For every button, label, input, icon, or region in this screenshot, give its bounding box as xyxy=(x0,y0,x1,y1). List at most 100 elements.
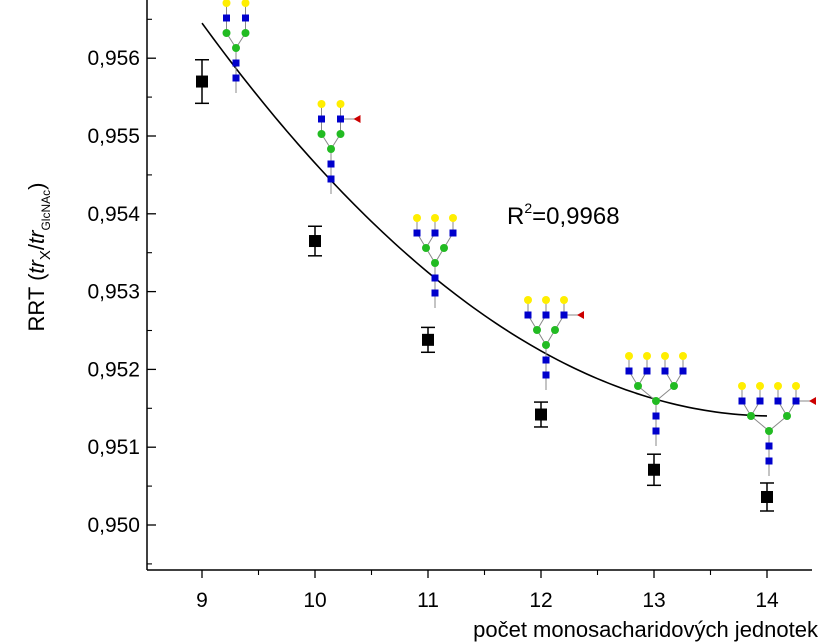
y-axis-title-slash: / xyxy=(24,243,49,250)
galactose-node xyxy=(756,382,764,390)
y-axis-title-sub1: X xyxy=(37,250,54,260)
glcnac-node xyxy=(431,289,439,297)
mannose-node xyxy=(327,145,335,153)
glcnac-node xyxy=(413,229,421,237)
x-tick-label: 10 xyxy=(303,589,326,612)
fit-curve-group xyxy=(201,22,768,417)
glycan-structure xyxy=(625,352,687,446)
glcnac-node xyxy=(232,74,240,82)
galactose-node xyxy=(560,296,568,304)
glycan-structure xyxy=(524,296,584,390)
glcnac-node xyxy=(542,371,550,379)
r-squared-annotation: R2=0,9968 xyxy=(507,200,620,230)
y-tick-label: 0,953 xyxy=(87,281,140,304)
glcnac-node xyxy=(542,311,550,319)
fucose-node xyxy=(577,311,584,319)
mannose-node xyxy=(336,130,345,138)
galactose-node xyxy=(738,382,746,390)
mannose-node xyxy=(634,382,642,390)
x-tick-label: 11 xyxy=(417,589,439,612)
glcnac-node xyxy=(792,397,800,405)
mannose-node xyxy=(533,326,541,334)
galactose-node xyxy=(413,214,421,222)
galactose-node xyxy=(317,100,326,108)
fit-curve xyxy=(201,22,768,417)
glcnac-node xyxy=(652,412,660,420)
mannose-node xyxy=(317,130,326,138)
x-tick-label: 12 xyxy=(529,589,552,612)
glcnac-node xyxy=(337,115,344,123)
glcnac-node xyxy=(765,442,773,450)
data-points xyxy=(196,75,773,503)
y-axis-title-suffix: ) xyxy=(24,183,49,190)
y-tick-label: 0,954 xyxy=(87,203,140,226)
mannose-node xyxy=(542,341,550,349)
error-bars xyxy=(195,59,774,512)
x-tick-label: 13 xyxy=(642,589,665,612)
glcnac-node xyxy=(756,397,764,405)
mannose-node xyxy=(783,412,791,420)
axes xyxy=(146,0,812,571)
galactose-node xyxy=(222,0,231,7)
glcnac-node xyxy=(327,175,335,183)
galactose-node xyxy=(661,352,669,360)
r-squared-base: R xyxy=(507,203,524,230)
glcnac-node xyxy=(542,356,550,364)
galactose-node xyxy=(449,214,457,222)
ticks: 0,950 0,951 0,952 0,953 0,954 0,955 0,956 9 10 11… xyxy=(87,18,779,612)
glcnac-node xyxy=(661,367,669,375)
y-axis-title-r1: r xyxy=(24,258,49,267)
mannose-node xyxy=(431,259,439,267)
mannose-node xyxy=(551,326,559,334)
r-squared-value: =0,9968 xyxy=(532,203,619,230)
mannose-node xyxy=(670,382,678,390)
glcnac-node xyxy=(242,14,249,22)
fucose-node xyxy=(809,397,816,405)
glcnac-node xyxy=(524,311,532,319)
mannose-node xyxy=(222,29,231,37)
data-point xyxy=(309,235,321,248)
glcnac-node xyxy=(560,311,568,319)
r-squared-exponent: 2 xyxy=(524,200,532,216)
galactose-node xyxy=(241,0,250,7)
mannose-node xyxy=(232,44,240,52)
y-axis-title: RRT (trX/trGlcNAc) xyxy=(24,183,54,332)
glycan-structure xyxy=(317,100,361,194)
glcnac-node xyxy=(652,427,660,435)
x-tick-label: 14 xyxy=(755,589,779,612)
galactose-node xyxy=(643,352,651,360)
y-tick-label: 0,956 xyxy=(87,47,140,70)
glcnac-node xyxy=(765,457,773,465)
glcnac-node xyxy=(643,367,651,375)
x-tick-label: 9 xyxy=(196,589,208,612)
mannose-node xyxy=(765,427,773,435)
mannose-node xyxy=(747,412,755,420)
y-axis-title-r2: r xyxy=(24,229,49,238)
y-axis-title-prefix: RRT ( xyxy=(24,273,49,332)
glcnac-node xyxy=(327,160,335,168)
y-axis-title-t1: t xyxy=(24,267,49,274)
glycan-structure xyxy=(738,382,816,476)
mannose-node xyxy=(422,244,430,252)
galactose-node xyxy=(524,296,532,304)
glcnac-node xyxy=(318,115,325,123)
galactose-node xyxy=(679,352,687,360)
y-tick-label: 0,950 xyxy=(87,514,140,537)
data-point xyxy=(648,463,660,476)
glycan-structures xyxy=(222,0,816,476)
galactose-node xyxy=(792,382,800,390)
glcnac-node xyxy=(431,274,439,282)
galactose-node xyxy=(336,100,345,108)
glcnac-node xyxy=(774,397,782,405)
glcnac-node xyxy=(679,367,687,375)
galactose-node xyxy=(774,382,782,390)
fucose-node xyxy=(353,115,361,123)
glcnac-node xyxy=(738,397,746,405)
y-tick-label: 0,955 xyxy=(87,125,140,148)
glcnac-node xyxy=(625,367,633,375)
galactose-node xyxy=(625,352,633,360)
data-point xyxy=(535,408,547,421)
galactose-node xyxy=(542,296,550,304)
galactose-node xyxy=(431,214,439,222)
